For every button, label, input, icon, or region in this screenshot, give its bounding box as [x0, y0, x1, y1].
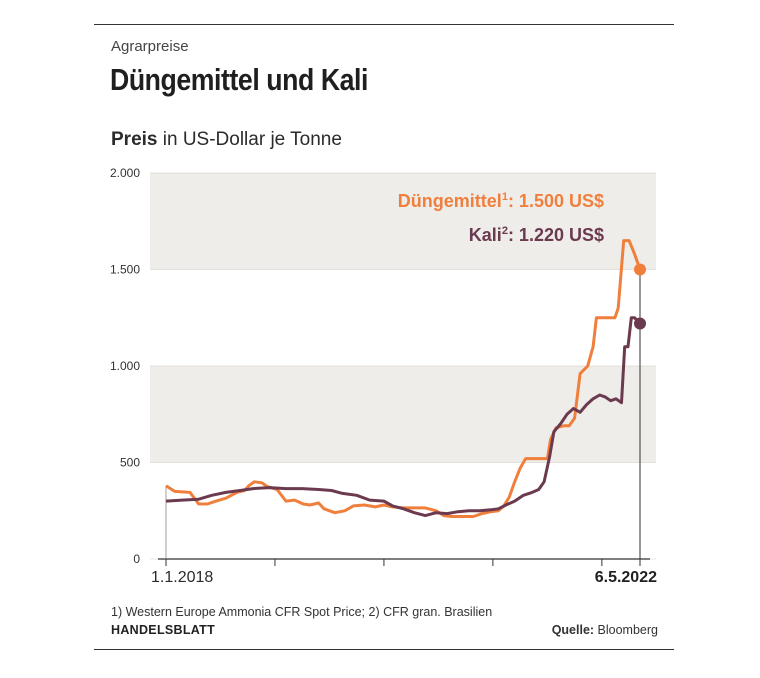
series-line-kali: [165, 316, 642, 518]
footnote: 1) Western Europe Ammonia CFR Spot Price…: [111, 605, 493, 619]
subtitle-rest: in US-Dollar je Tonne: [157, 129, 342, 150]
annotation-value: : 1.220 US$: [508, 225, 604, 245]
x-end-label: 6.5.2022: [595, 569, 657, 586]
grid-band: [150, 366, 656, 463]
grid-band: [150, 173, 656, 270]
bottom-rule: [94, 649, 674, 650]
source-label: Quelle:: [551, 623, 595, 637]
annotation-duenger: Düngemittel1: 1.500 US$: [398, 191, 604, 211]
source-line: Quelle: Bloomberg: [552, 623, 658, 637]
annotation-value: : 1.500 US$: [508, 191, 604, 211]
annotation-footnote-mark: 1: [502, 191, 508, 203]
annotation-kali: Kali2: 1.220 US$: [469, 225, 604, 245]
source-value: Bloomberg: [594, 623, 658, 637]
series-line-duenger: [165, 239, 642, 518]
annotation-name: Düngemittel: [398, 191, 502, 211]
y-tick-label: 1.000: [110, 359, 140, 373]
chart-subtitle: Preis in US-Dollar je Tonne: [111, 129, 342, 151]
y-tick-label: 1.500: [110, 263, 140, 277]
subtitle-bold: Preis: [111, 129, 158, 150]
chart-kicker: Agrarpreise: [111, 38, 189, 55]
y-tick-label: 0: [133, 552, 140, 566]
top-rule: [94, 24, 674, 25]
x-start-label: 1.1.2018: [151, 569, 213, 586]
end-dot-kali: [634, 317, 646, 330]
annotation-name: Kali: [469, 225, 502, 245]
y-tick-label: 500: [120, 456, 140, 470]
annotation-footnote-mark: 2: [502, 225, 508, 237]
chart-title: Düngemittel und Kali: [110, 62, 368, 97]
brand-logo-text: HANDELSBLATT: [111, 623, 216, 637]
end-dot-duenger: [634, 263, 646, 276]
y-tick-label: 2.000: [110, 166, 140, 180]
